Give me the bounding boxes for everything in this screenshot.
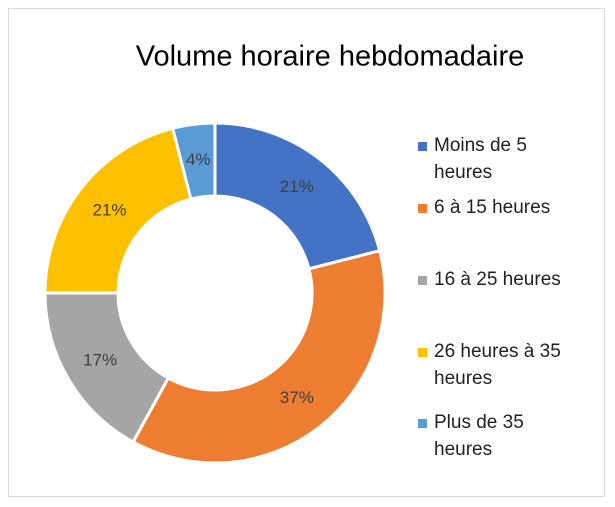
legend-label: 16 à 25 heures	[434, 269, 561, 290]
legend-swatch	[418, 276, 427, 285]
legend-item: 26 heures à 35 heures	[418, 338, 578, 392]
legend-swatch	[418, 419, 427, 428]
data-label: 4%	[186, 150, 211, 169]
legend-swatch	[418, 204, 427, 213]
slice	[43, 126, 193, 295]
legend-item: 6 à 15 heures	[418, 194, 578, 221]
legend-item: Plus de 35 heures	[418, 409, 578, 463]
slice	[213, 121, 382, 271]
data-label: 37%	[280, 388, 314, 407]
legend-label: Plus de 35 heures	[434, 412, 524, 460]
legend-label: Moins de 5 heures	[434, 135, 527, 183]
legend-swatch	[418, 142, 427, 151]
legend-swatch	[418, 348, 427, 357]
slice	[131, 248, 387, 465]
data-label: 17%	[83, 350, 117, 369]
legend-label: 26 heures à 35 heures	[434, 341, 561, 389]
legend-item: 16 à 25 heures	[418, 266, 578, 293]
legend-label: 6 à 15 heures	[434, 197, 551, 218]
slice	[170, 121, 217, 201]
data-label: 21%	[92, 201, 126, 220]
chart-title: Volume horaire hebdomadaire	[136, 41, 525, 73]
chart-frame	[8, 8, 605, 497]
data-label: 21%	[280, 177, 314, 196]
legend-item: Moins de 5 heures	[418, 132, 578, 186]
